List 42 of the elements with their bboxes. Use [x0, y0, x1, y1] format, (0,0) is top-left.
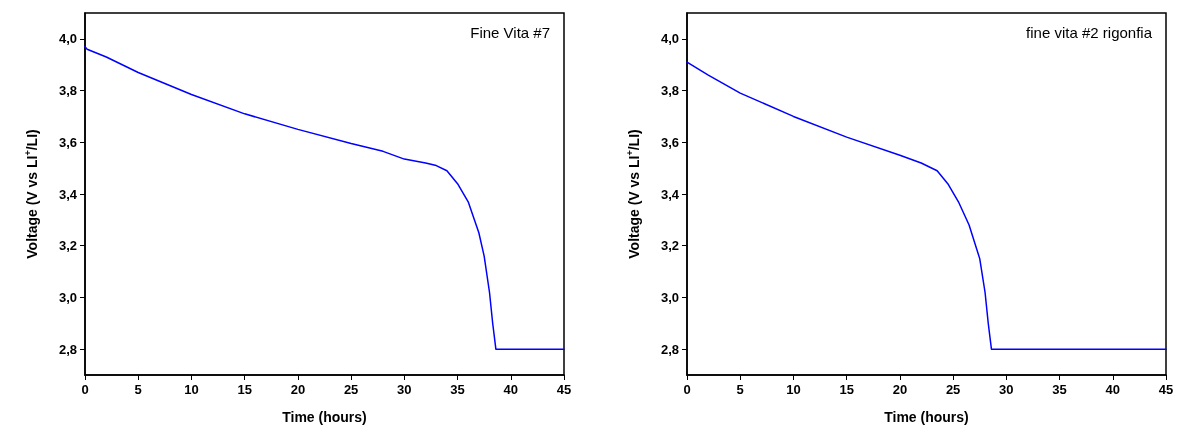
x-tick-label: 45	[1158, 382, 1174, 397]
x-tick-label: 25	[945, 382, 961, 397]
x-tick-label: 40	[503, 382, 519, 397]
x-axis-title: Time (hours)	[884, 409, 969, 425]
y-tick-label: 2,8	[660, 341, 679, 357]
y-tick-label: 3,2	[58, 238, 77, 254]
x-tick-label: 10	[184, 382, 199, 397]
y-tick-label: 2,8	[58, 341, 77, 357]
y-axis-title: Voltage (V vs LI+/LI)	[22, 129, 40, 259]
x-tick-label: 5	[736, 382, 744, 397]
y-tick-label: 3,4	[660, 186, 680, 202]
x-tick-label: 35	[1052, 382, 1067, 397]
x-tick-label: 20	[290, 382, 306, 397]
annotation: Fine Vita #7	[470, 24, 551, 41]
y-tick-label: 3,6	[660, 134, 679, 150]
y-tick-label: 3,4	[58, 186, 78, 202]
x-tick-label: 10	[786, 382, 801, 397]
line-series	[686, 61, 1167, 350]
x-tick-label: 0	[683, 382, 691, 397]
x-tick-label: 25	[343, 382, 359, 397]
y-tick-label: 3,0	[660, 289, 679, 305]
x-tick-label: 15	[839, 382, 854, 397]
y-tick-label: 3,8	[660, 83, 679, 99]
y-tick-label: 3,6	[58, 134, 77, 150]
y-axis-title: Voltage (V vs LI+/LI)	[624, 129, 642, 259]
line-series	[84, 45, 565, 350]
y-tick-label: 4,0	[58, 31, 77, 47]
x-tick-label: 30	[999, 382, 1014, 397]
x-tick-label: 20	[892, 382, 908, 397]
x-tick-label: 40	[1105, 382, 1121, 397]
x-tick-label: 15	[237, 382, 252, 397]
x-tick-label: 30	[397, 382, 412, 397]
annotation: fine vita #2 rigonfia	[1026, 24, 1153, 41]
y-tick-label: 3,8	[58, 83, 77, 99]
y-tick-label: 3,2	[660, 238, 679, 254]
x-tick-label: 35	[450, 382, 465, 397]
x-axis-title: Time (hours)	[282, 409, 367, 425]
x-tick-label: 45	[556, 382, 572, 397]
x-tick-label: 5	[134, 382, 142, 397]
y-tick-label: 4,0	[660, 31, 679, 47]
x-tick-label: 0	[81, 382, 89, 397]
y-tick-label: 3,0	[58, 289, 77, 305]
